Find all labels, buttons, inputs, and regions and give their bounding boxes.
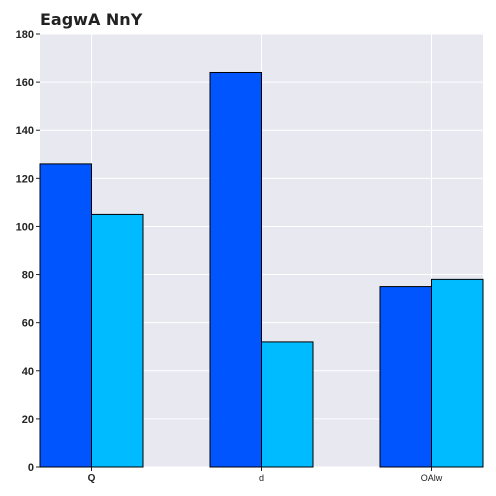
y-axis: 0 20 40 60 80 100 120 140 160 180	[16, 29, 40, 474]
y-tick-label: 120	[16, 173, 34, 185]
y-tick-label: 40	[22, 366, 34, 378]
bar-OAlw-series1	[379, 286, 432, 468]
y-tick-label: 140	[16, 125, 34, 137]
x-tick-label: d	[259, 473, 264, 483]
y-tick-label: 0	[28, 462, 34, 474]
y-tick-label: 100	[16, 221, 34, 233]
y-tick-label: 160	[16, 77, 34, 89]
bar-OAlw-series2	[431, 278, 484, 468]
bar-d-series1	[209, 71, 262, 468]
bar-Q-series2	[91, 213, 144, 468]
x-tick-label: OAlw	[421, 473, 443, 483]
y-tick-label: 20	[22, 414, 34, 426]
bars	[39, 71, 484, 468]
y-tick-label: 80	[22, 270, 34, 282]
bar-Q-series1	[39, 163, 92, 468]
bar-d-series2	[261, 341, 314, 468]
chart-title: EagwA NnY	[40, 10, 143, 29]
y-tick-label: 60	[22, 318, 34, 330]
y-tick-label: 180	[16, 29, 34, 41]
x-tick-label: Q	[88, 473, 96, 484]
